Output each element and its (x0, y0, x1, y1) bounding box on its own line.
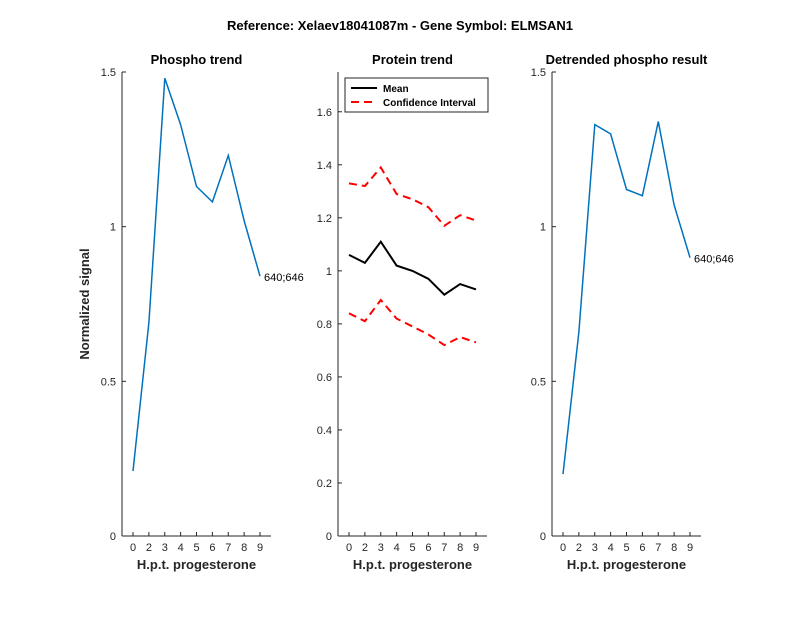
series-line-2 (348, 165, 477, 228)
figure-title: Reference: Xelaev18041087m - Gene Symbol… (227, 18, 573, 33)
x-tick-label: 6 (425, 542, 431, 554)
x-tick-label: 3 (378, 542, 384, 554)
x-tick-label: 7 (655, 542, 661, 554)
x-tick-label: 8 (241, 542, 247, 554)
y-axis-label: Normalized signal (77, 248, 92, 359)
legend-label: Mean (383, 84, 409, 95)
y-tick-label: 0.6 (317, 372, 332, 384)
panel-title: Phospho trend (151, 52, 243, 67)
line-annotation: 640;646 (264, 272, 304, 284)
line-annotation: 640;646 (694, 254, 734, 266)
x-tick-label: 5 (623, 542, 629, 554)
x-tick-label: 3 (592, 542, 598, 554)
x-tick-label: 0 (560, 542, 566, 554)
series-line-1 (132, 77, 261, 472)
legend: Mean Confidence Interval (344, 77, 489, 113)
series-line-3 (348, 298, 477, 347)
panel-b: 00.20.40.60.811.21.41.60 2 3 4 5 6 7 8 9Protein … (317, 52, 489, 572)
x-tick-label: 0 (346, 542, 352, 554)
y-tick-label: 0.2 (317, 478, 332, 490)
y-tick-label: 0.4 (317, 425, 332, 437)
panel-title: Detrended phospho result (546, 52, 708, 67)
legend-box (344, 77, 489, 113)
y-tick-label: 1.2 (317, 213, 332, 225)
x-tick-label: 6 (639, 542, 645, 554)
series-line-1 (562, 121, 691, 475)
x-tick-label: 9 (687, 542, 693, 554)
x-tick-label: 3 (162, 542, 168, 554)
x-axis-label: H.p.t. progesterone (137, 557, 256, 572)
y-tick-label: 1.6 (317, 107, 332, 119)
x-tick-label: 8 (457, 542, 463, 554)
legend-label: Confidence Interval (383, 98, 476, 109)
y-tick-label: 1 (326, 266, 332, 278)
x-tick-label: 0 (130, 542, 136, 554)
y-tick-label: 1.5 (101, 67, 116, 79)
x-tick-label: 4 (394, 542, 400, 554)
x-tick-label: 9 (473, 542, 479, 554)
x-tick-label: 2 (362, 542, 368, 554)
x-tick-label: 8 (671, 542, 677, 554)
series-line-1 (348, 239, 477, 296)
x-axis-label: H.p.t. progesterone (567, 557, 686, 572)
x-axis-label: H.p.t. progesterone (353, 557, 472, 572)
y-tick-label: 1.4 (317, 160, 332, 172)
x-tick-label: 5 (409, 542, 415, 554)
x-tick-label: 9 (257, 542, 263, 554)
x-tick-label: 2 (146, 542, 152, 554)
y-tick-label: 0 (110, 531, 116, 543)
y-tick-label: 1.5 (531, 67, 546, 79)
panel-title: Protein trend (372, 52, 453, 67)
y-tick-label: 0.8 (317, 319, 332, 331)
x-tick-label: 4 (608, 542, 614, 554)
x-tick-label: 7 (441, 542, 447, 554)
x-tick-label: 2 (576, 542, 582, 554)
y-tick-label: 1 (540, 222, 546, 234)
x-tick-label: 7 (225, 542, 231, 554)
y-tick-label: 1 (110, 222, 116, 234)
y-tick-label: 0.5 (531, 376, 546, 388)
y-tick-label: 0.5 (101, 376, 116, 388)
x-tick-label: 4 (178, 542, 184, 554)
x-tick-label: 6 (209, 542, 215, 554)
y-tick-label: 0 (540, 531, 546, 543)
x-tick-label: 5 (193, 542, 199, 554)
y-tick-label: 0 (326, 531, 332, 543)
